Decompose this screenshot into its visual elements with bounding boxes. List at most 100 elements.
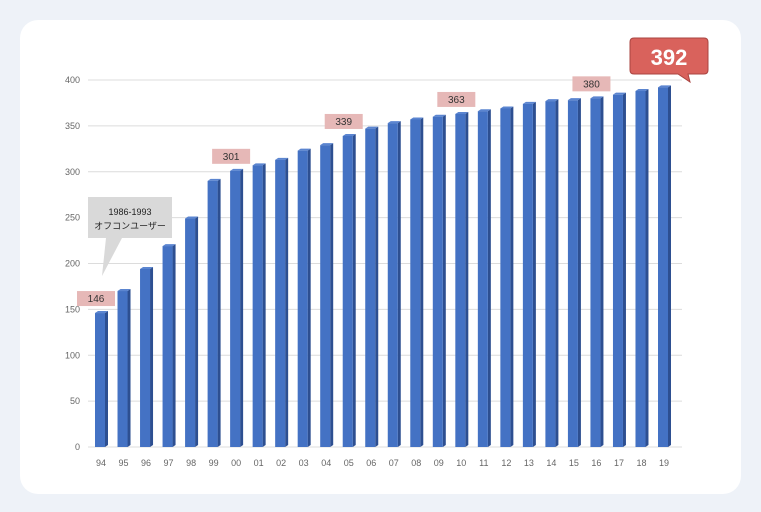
bar-side (622, 92, 626, 448)
bar-side (375, 126, 379, 447)
bar-top (590, 96, 604, 99)
x-tick-label: 01 (254, 458, 264, 468)
x-tick-label: 08 (411, 458, 421, 468)
bar (230, 170, 241, 447)
bar-top (117, 289, 131, 292)
bar (545, 101, 556, 447)
bar-top (387, 121, 401, 124)
bar-side (307, 148, 311, 447)
bar (590, 98, 601, 447)
bar-top (342, 133, 356, 136)
x-tick-label: 95 (119, 458, 129, 468)
y-tick-label: 100 (65, 350, 80, 360)
bar-side (397, 121, 401, 447)
bar-top (207, 178, 221, 181)
bar-top (567, 98, 581, 101)
bar-side (105, 311, 108, 447)
bar-side (532, 101, 536, 447)
x-tick-label: 10 (456, 458, 466, 468)
callout-shape (88, 197, 172, 276)
bar-top (252, 163, 266, 166)
x-tick-label: 97 (164, 458, 174, 468)
bar-side (262, 163, 266, 447)
x-tick-label: 07 (389, 458, 399, 468)
y-tick-label: 0 (75, 442, 80, 452)
bar-top (162, 244, 176, 247)
annotation-line2: オフコンユーザー (94, 221, 166, 231)
bar-top (140, 267, 154, 270)
y-tick-label: 150 (65, 304, 80, 314)
x-tick-label: 19 (659, 458, 669, 468)
x-tick-label: 15 (569, 458, 579, 468)
bar-top (230, 168, 244, 171)
bar-top (365, 126, 379, 129)
highlight-shape (629, 37, 709, 84)
bar-side (195, 216, 199, 447)
bar-side (668, 85, 671, 447)
bar (477, 111, 488, 447)
bar-top (185, 216, 199, 219)
bar-top (500, 106, 514, 109)
highlight-value: 392 (651, 45, 688, 70)
bar-top (95, 311, 108, 314)
bar (410, 119, 421, 447)
bar-side (285, 157, 289, 447)
bar-side (217, 178, 221, 448)
bar (658, 87, 668, 447)
bar (95, 313, 105, 447)
data-label-bg (212, 148, 251, 164)
data-label: 339 (335, 117, 352, 128)
bar-top (455, 111, 469, 114)
bar-side (600, 96, 604, 447)
y-tick-label: 50 (70, 396, 80, 406)
x-tick-label: 94 (96, 458, 106, 468)
bar (567, 100, 578, 447)
data-label: 301 (223, 152, 240, 163)
x-tick-label: 12 (501, 458, 511, 468)
bar-side (510, 106, 514, 447)
y-tick-label: 350 (65, 121, 80, 131)
bar-top (545, 99, 559, 102)
bar (297, 150, 308, 447)
bar-side (172, 244, 176, 447)
bar (162, 246, 173, 447)
bar-top (432, 114, 446, 117)
x-tick-label: 03 (299, 458, 309, 468)
bar-top (635, 89, 649, 92)
annotation-callout: 1986-1993 オフコンユーザー (88, 197, 172, 276)
bar-side (487, 109, 491, 447)
data-label: 363 (448, 95, 465, 106)
highlight-callout: 392 (629, 37, 709, 84)
x-tick-label: 05 (344, 458, 354, 468)
x-tick-label: 06 (366, 458, 376, 468)
bar (612, 94, 623, 448)
bar-top (477, 109, 491, 112)
bar (252, 165, 263, 447)
bar (275, 159, 286, 447)
data-label-bg (437, 91, 476, 107)
x-tick-label: 00 (231, 458, 241, 468)
data-label: 146 (88, 294, 105, 305)
bar-side (127, 289, 131, 447)
bar (140, 269, 151, 447)
x-tick-label: 14 (546, 458, 556, 468)
y-tick-label: 250 (65, 213, 80, 223)
bar-side (577, 98, 581, 447)
bar (432, 116, 443, 447)
bar-top (275, 157, 289, 160)
x-tick-label: 96 (141, 458, 151, 468)
bar-side (645, 89, 649, 447)
bar-side (330, 143, 334, 447)
x-tick-label: 13 (524, 458, 534, 468)
bar-top (320, 143, 334, 146)
bar-side (420, 117, 424, 447)
bar (185, 218, 196, 447)
bar (500, 108, 511, 447)
x-tick-label: 16 (591, 458, 601, 468)
x-tick-label: 02 (276, 458, 286, 468)
x-tick-label: 99 (209, 458, 219, 468)
x-tick-label: 09 (434, 458, 444, 468)
bar (207, 180, 218, 448)
bar-top (297, 148, 311, 151)
